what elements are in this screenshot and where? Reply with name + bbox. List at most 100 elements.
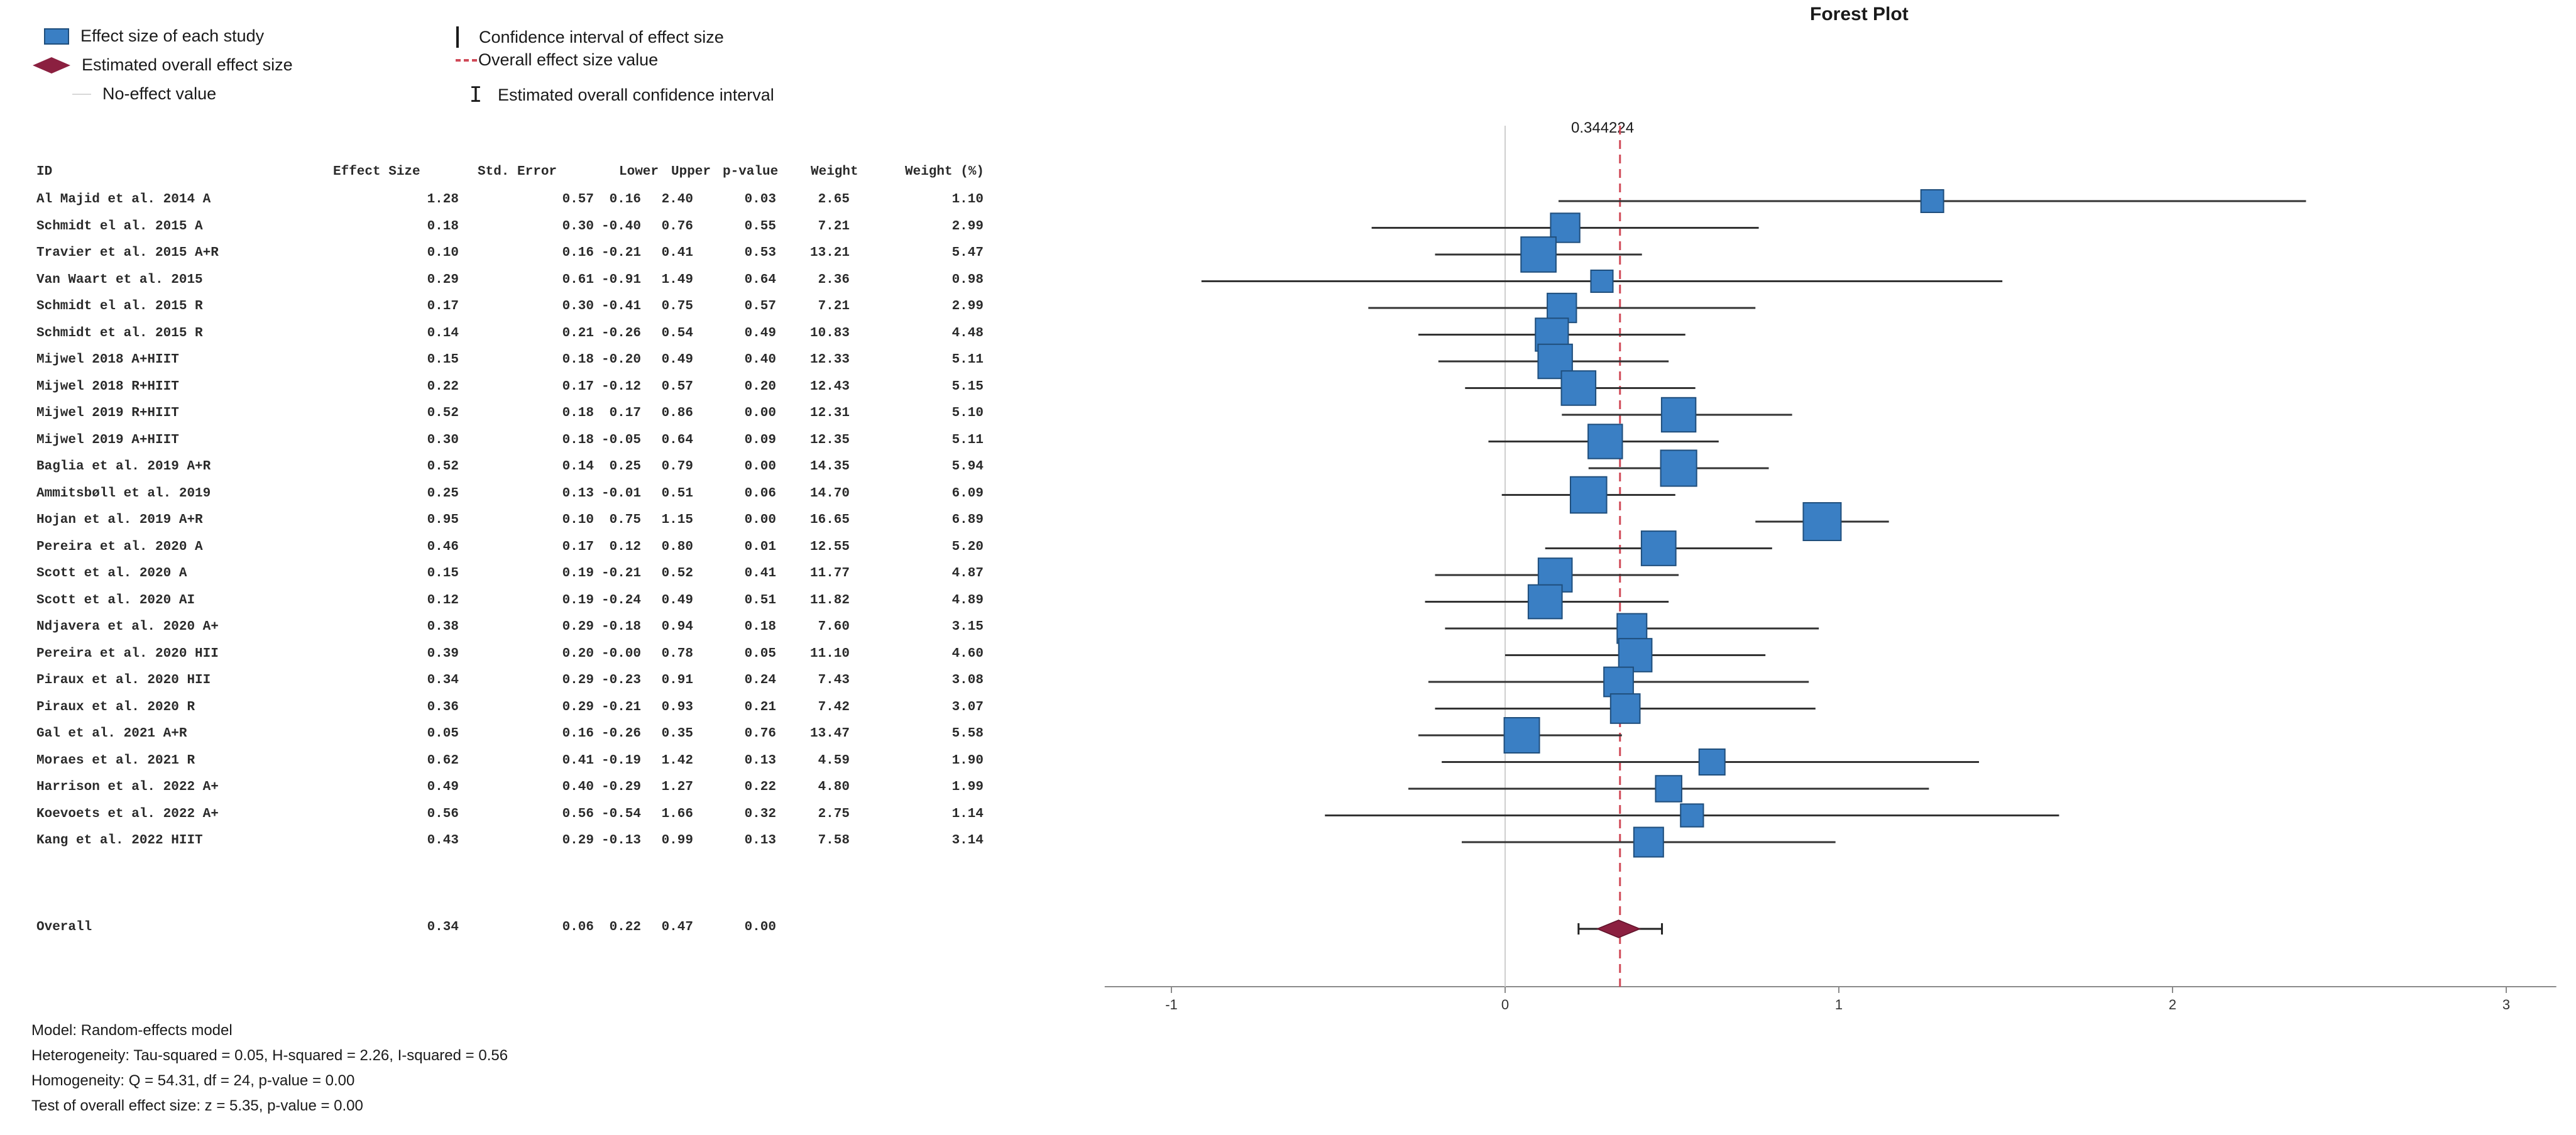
study-effect-box (1618, 638, 1653, 672)
overall-effect-diamond (1596, 919, 1642, 938)
cell-lo: -0.91 (601, 272, 641, 287)
cell-lo: 0.12 (609, 539, 641, 554)
cell-p: 0.06 (744, 486, 776, 501)
cell-se: 0.17 (562, 539, 594, 554)
study-effect-box (1660, 397, 1697, 433)
table-row: Baglia et al. 2019 A+R 0.52 0.14 0.25 0.79 0.… (0, 459, 1081, 478)
legend-overall-value: Overall effect size value (456, 50, 658, 70)
cell-up: 0.64 (661, 432, 693, 447)
cell-lo: -0.54 (601, 806, 641, 821)
cell-w: 2.36 (818, 272, 850, 287)
cell-lo: -0.20 (601, 353, 641, 367)
table-row: Koevoets et al. 2022 A+ 0.56 0.56 -0.54 1.66… (0, 807, 1081, 826)
legend-ci-study: Confidence interval of effect size (447, 26, 724, 48)
cell-p: 0.21 (744, 699, 776, 715)
cell-p: 0.22 (744, 780, 776, 794)
cell-p: 0.53 (744, 246, 776, 260)
x-tick-label: 2 (2169, 997, 2176, 1012)
cell-p: 0.09 (744, 432, 776, 447)
cell-id: Piraux et al. 2020 HII (36, 673, 211, 688)
study-effect-box (1547, 292, 1577, 324)
cell-up: 1.15 (661, 513, 693, 527)
cell-p: 0.51 (744, 593, 776, 608)
cell-es: 0.05 (427, 727, 459, 741)
cell-id: Mijwel 2018 A+HIIT (36, 353, 179, 367)
study-effect-box (1640, 530, 1677, 566)
cell-wp: 5.47 (951, 246, 984, 260)
cell-es: 0.15 (427, 353, 459, 367)
cell-lo: -0.18 (601, 620, 641, 634)
cell-up: 0.41 (661, 246, 693, 260)
cell-w: 7.21 (818, 219, 850, 234)
cell-es: 0.62 (427, 753, 459, 768)
cell-se: 0.41 (562, 753, 594, 768)
cell-up: 0.99 (661, 833, 693, 848)
cell-up: 2.40 (661, 192, 693, 207)
table-row: Piraux et al. 2020 R 0.36 0.29 -0.21 0.93 0.2… (0, 700, 1081, 719)
table-row: Mijwel 2018 A+HIIT 0.15 0.18 -0.20 0.49 0.40 1… (0, 353, 1081, 371)
cell-p: 0.49 (744, 326, 776, 341)
cell-lo: -0.12 (601, 379, 641, 394)
cell-se: 0.18 (562, 353, 594, 367)
cell-lo: -0.40 (601, 219, 641, 234)
table-row: Mijwel 2019 A+HIIT 0.30 0.18 -0.05 0.64 0.09 1… (0, 433, 1081, 452)
cell-es: 0.49 (427, 780, 459, 794)
cell-es: 0.43 (427, 833, 459, 848)
study-effect-box (1698, 748, 1726, 776)
cell-p: 0.13 (744, 833, 776, 848)
cell-p: 0.55 (744, 219, 776, 234)
cell-w: 4.59 (818, 753, 850, 768)
cell-p: 0.01 (744, 539, 776, 554)
cell-lo: -0.23 (601, 673, 641, 688)
study-effect-box (1503, 717, 1540, 754)
cell-wp: 3.08 (951, 673, 984, 688)
cell-lo: 0.22 (609, 920, 641, 935)
cell-id: Pereira et al. 2020 HII (36, 646, 219, 661)
cell-es: 0.34 (427, 673, 459, 688)
table-row: Van Waart et al. 2015 0.29 0.61 -0.91 1.49 0.… (0, 273, 1081, 292)
cell-lo: -0.41 (601, 299, 641, 314)
table-row: Scott et al. 2020 A 0.15 0.19 -0.21 0.52 0.41… (0, 566, 1081, 585)
cell-id: Van Waart et al. 2015 (36, 272, 203, 287)
legend-overall-effect-label: Estimated overall effect size (82, 55, 293, 74)
cell-se: 0.29 (562, 699, 594, 715)
cell-es: 0.12 (427, 593, 459, 608)
cell-up: 0.94 (661, 620, 693, 634)
cell-w: 12.55 (809, 539, 850, 554)
cell-wp: 5.94 (951, 459, 984, 474)
cell-up: 0.54 (661, 326, 693, 341)
cell-lo: -0.05 (601, 432, 641, 447)
cell-wp: 6.09 (951, 486, 984, 501)
table-row: Scott et al. 2020 AI 0.12 0.19 -0.24 0.49 0.5… (0, 593, 1081, 612)
cell-lo: 0.17 (609, 406, 641, 420)
study-effect-box (1590, 269, 1614, 293)
cell-up: 0.57 (661, 379, 693, 394)
column-header: Std. Error (478, 165, 557, 179)
cell-id: Scott et al. 2020 A (36, 566, 187, 581)
cell-id: Moraes et al. 2021 R (36, 753, 195, 768)
cell-up: 1.27 (661, 780, 693, 794)
cell-up: 0.91 (661, 673, 693, 688)
cell-es: 0.38 (427, 620, 459, 634)
cell-wp: 5.11 (951, 353, 984, 367)
cell-p: 0.41 (744, 566, 776, 581)
cell-up: 0.86 (661, 406, 693, 420)
cell-w: 7.43 (818, 673, 850, 688)
cell-p: 0.18 (744, 620, 776, 634)
table-row: Kang et al. 2022 HIIT 0.43 0.29 -0.13 0.99 0.… (0, 833, 1081, 852)
cell-id: Schmidt el al. 2015 R (36, 299, 203, 314)
cell-lo: -0.26 (601, 727, 641, 741)
cell-id: Schmidt et al. 2015 R (36, 326, 203, 341)
model-line: Model: Random-effects model (31, 1022, 233, 1039)
cell-id: Ndjavera et al. 2020 A+ (36, 620, 219, 634)
cell-w: 16.65 (809, 513, 850, 527)
cell-id: Overall (36, 920, 92, 935)
cell-se: 0.19 (562, 566, 594, 581)
cell-lo: -0.01 (601, 486, 641, 501)
cell-se: 0.56 (562, 806, 594, 821)
cell-wp: 4.60 (951, 646, 984, 661)
cell-p: 0.00 (744, 513, 776, 527)
cell-se: 0.14 (562, 459, 594, 474)
study-effect-box (1520, 236, 1557, 273)
legend-no-effect: No-effect value (72, 84, 216, 104)
